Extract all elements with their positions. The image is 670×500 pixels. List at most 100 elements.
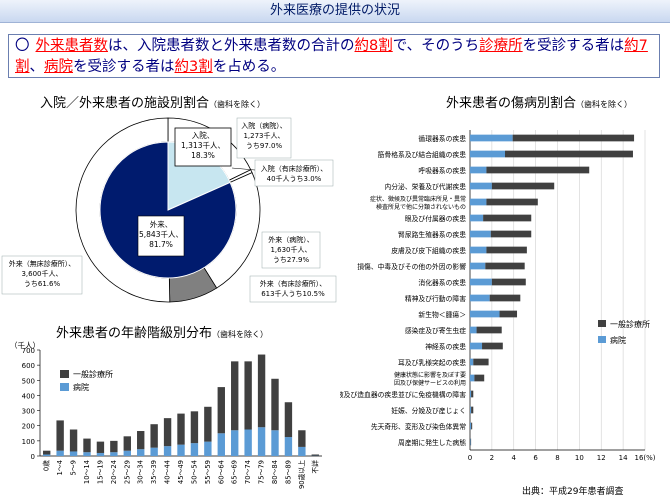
disease-xtick-label: 4	[512, 454, 517, 462]
summary-text-3: を受診する者は	[522, 38, 625, 54]
disease-xtick-label: 2	[490, 454, 494, 462]
age-bar-hospital	[298, 446, 306, 456]
out-nobed-clinic-label-2: 3,600千人、	[21, 269, 62, 278]
callout-out-bed-clinic	[249, 275, 337, 303]
summary-80pct: 約8割	[354, 38, 393, 54]
age-bar-clinic	[43, 450, 51, 455]
age-legend-hospital: 病院	[73, 382, 89, 392]
disease-bar-hospital	[470, 166, 487, 174]
disease-category-label: 血液及び造血器の疾患並びに免疫機構の障害	[340, 390, 466, 399]
disease-bar-hospital	[470, 422, 472, 430]
disease-bar-clinic	[505, 150, 633, 158]
age-xtick-label: 35～39	[150, 460, 158, 484]
out-bed-clinic-label-1: 外来（有床診療所）、	[260, 279, 327, 288]
age-bar-clinic	[271, 378, 279, 431]
summary-text-6: を占める。	[212, 59, 286, 75]
disease-category-label: 眼及び付属器の疾患	[405, 214, 466, 223]
disease-category-label: 感染症及び寄生虫症	[405, 326, 466, 335]
disease-legend-clinic: 一般診療所	[610, 319, 650, 329]
outpatient-label-2: 5,843千人、	[139, 229, 183, 239]
age-xtick-label: 30～34	[137, 460, 145, 484]
age-bar-clinic	[244, 361, 252, 430]
disease-category-label: 妊娠、分娩及び産じょく	[391, 406, 466, 415]
callout-inp-hosp	[236, 117, 292, 159]
age-ytick-label: 500	[22, 377, 35, 385]
disease-xtick-label: 16(%)	[634, 454, 655, 462]
age-bar-clinic	[284, 402, 293, 438]
disease-chart-title: 外来患者の傷病別割合（歯科を除く）	[446, 96, 633, 111]
summary-clinic: 診療所	[479, 38, 523, 54]
disease-bar-hospital	[470, 326, 477, 334]
disease-bar-hospital	[470, 438, 471, 446]
age-bar-hospital	[150, 447, 158, 456]
disease-category-label: 損傷、中毒及びその他の外因の影響	[357, 262, 466, 271]
disease-category-label: 耳及び乳様突起の疾患	[398, 358, 466, 367]
disease-bar-hospital	[470, 246, 487, 254]
age-xtick-label: 55～59	[204, 460, 212, 484]
callout-out-nobed-clinic	[1, 255, 83, 295]
out-hosp-label-2: 1,630千人、	[270, 245, 311, 254]
disease-bar-clinic	[470, 438, 472, 446]
summary-text-2: で、そのうち	[392, 38, 480, 54]
inp-clinic-label-1: 入院（有床診療所）、	[261, 164, 328, 173]
disease-category-label: 皮膚及び皮下組織の疾患	[391, 246, 466, 255]
age-bar-hospital	[137, 449, 145, 456]
age-bar-clinic	[150, 424, 158, 448]
age-xtick-label: 0歳	[42, 460, 51, 471]
disease-bar-clinic	[486, 166, 590, 174]
disease-bar-hospital	[470, 262, 486, 270]
age-bar-hospital	[204, 441, 212, 456]
age-bar-clinic	[69, 429, 78, 452]
disease-category-label: 神経系の疾患	[425, 342, 466, 351]
pie-chart: 入院、 1,313千人、 18.3% 外来、 5,843千人、 81.7% 入院…	[1, 117, 337, 303]
age-bar-hospital	[123, 450, 131, 456]
inp-hosp-label-2: 1,273千人、	[243, 131, 284, 140]
callout-outpatient	[137, 215, 185, 257]
disease-category-label: 因及び保健サービスの利用	[394, 379, 466, 387]
summary-30pct: 約3割	[174, 59, 213, 75]
outpatient-label-1: 外来、	[150, 219, 173, 229]
age-bar-clinic	[311, 454, 319, 456]
summary-70pct: 約7割	[15, 38, 648, 75]
age-bar-clinic	[56, 420, 64, 451]
age-bar-hospital	[56, 450, 64, 456]
age-legend-clinic: 一般診療所	[73, 369, 113, 379]
disease-bar-hospital	[470, 214, 484, 222]
age-legend-swatch-clinic	[60, 370, 69, 378]
age-xtick-label: 不詳	[310, 460, 319, 474]
summary-hospital: 病院	[44, 59, 73, 75]
disease-bar-hospital	[470, 390, 472, 398]
out-bed-clinic-label-2: 613千人うち10.5%	[261, 289, 325, 298]
disease-category-label: 先天奇形、変形及び染色体異常	[371, 422, 466, 431]
age-bar-hospital	[177, 444, 185, 456]
disease-bar-clinic	[474, 374, 485, 382]
disease-category-label: 呼吸器系の疾患	[418, 166, 466, 175]
inp-hosp-label-1: 入院（病院）、	[241, 121, 287, 130]
age-bar-clinic	[231, 361, 239, 431]
disease-bar-clinic	[489, 294, 521, 302]
outpatient-label-3: 81.7%	[149, 240, 173, 249]
disease-bar-hospital	[470, 294, 490, 302]
out-nobed-clinic-label-3: うち61.6%	[24, 280, 61, 288]
disease-legend-swatch-hospital	[598, 336, 606, 343]
summary-box: 〇外来患者数は、入院患者数と外来患者数の合計の約8割で、そのうち診療所を受診する…	[8, 34, 660, 78]
disease-category-label: 消化器系の疾患	[418, 278, 466, 287]
summary-text-4: 、	[29, 59, 45, 75]
page-title: 外来医療の提供の状況	[269, 3, 400, 18]
age-xtick-label: 50～54	[190, 460, 198, 484]
out-hosp-label-3: うち27.9%	[273, 256, 310, 264]
age-bar-hospital	[257, 427, 266, 456]
out-hosp-label-1: 外来（病院）、	[268, 235, 314, 244]
disease-bar-clinic	[471, 406, 474, 414]
age-bar-hospital	[43, 454, 51, 456]
disease-category-label: 腎尿路生殖器系の疾患	[398, 230, 466, 239]
age-bar-hospital	[190, 443, 199, 456]
age-xtick-label: 15～19	[96, 460, 104, 484]
disease-xtick-label: 10	[575, 454, 584, 462]
age-chart: （千人） 一般診療所 病院 0 100 200 300 400 500 600 700 0歳 1…	[10, 340, 322, 489]
disease-bar-clinic	[486, 198, 538, 206]
age-xtick-label: 1～4	[56, 460, 64, 475]
age-ytick-label: 400	[22, 392, 35, 400]
age-xtick-label: 65～69	[231, 460, 239, 484]
disease-xtick-label: 6	[533, 454, 538, 462]
